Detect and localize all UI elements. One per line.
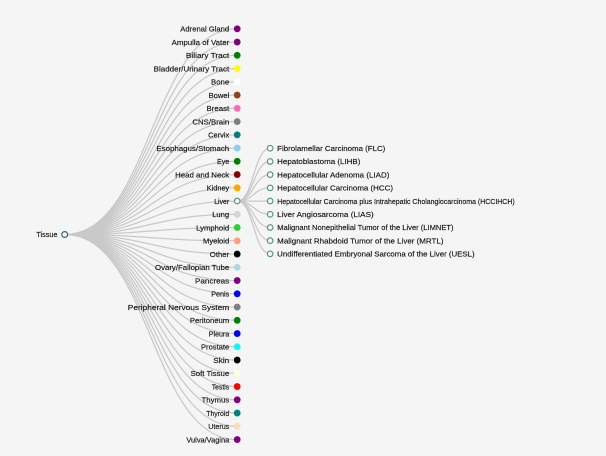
- svg-text:Eye: Eye: [217, 157, 229, 166]
- svg-text:Uterus: Uterus: [208, 422, 229, 431]
- svg-text:Thyroid: Thyroid: [206, 409, 229, 418]
- svg-text:Prostate: Prostate: [201, 343, 229, 352]
- svg-text:Malignant Rhabdoid Tumor of th: Malignant Rhabdoid Tumor of the Liver (M…: [277, 236, 444, 245]
- svg-text:Hepatocellular Adenoma (LIAD): Hepatocellular Adenoma (LIAD): [277, 170, 390, 179]
- svg-text:Other: Other: [210, 250, 230, 259]
- svg-text:Skin: Skin: [213, 356, 229, 365]
- svg-text:Lung: Lung: [212, 210, 229, 219]
- svg-text:Malignant Nonepithelial Tumor: Malignant Nonepithelial Tumor of the Liv…: [277, 223, 454, 232]
- svg-text:Bladder/Urinary Tract: Bladder/Urinary Tract: [154, 64, 230, 73]
- svg-text:Ampulla of Vater: Ampulla of Vater: [172, 38, 230, 47]
- svg-text:Tissue: Tissue: [36, 230, 57, 239]
- svg-text:Esophagus/Stomach: Esophagus/Stomach: [156, 144, 229, 153]
- svg-text:Kidney: Kidney: [207, 184, 230, 193]
- svg-text:Hepatocellular Carcinoma (HCC): Hepatocellular Carcinoma (HCC): [277, 184, 393, 193]
- svg-text:Undifferentiated Embryonal Sar: Undifferentiated Embryonal Sarcoma of th…: [277, 250, 475, 259]
- svg-text:Pancreas: Pancreas: [195, 276, 229, 285]
- svg-text:Adrenal Gland: Adrenal Gland: [180, 25, 229, 34]
- svg-text:Vulva/Vagina: Vulva/Vagina: [186, 435, 229, 444]
- svg-text:Hepatocellular Carcinoma plus: Hepatocellular Carcinoma plus Intrahepat…: [277, 197, 515, 206]
- svg-text:Liver: Liver: [214, 197, 229, 206]
- svg-text:Soft Tissue: Soft Tissue: [191, 369, 230, 378]
- svg-text:Bone: Bone: [211, 78, 229, 87]
- svg-text:Peripheral Nervous System: Peripheral Nervous System: [128, 303, 229, 312]
- svg-text:Fibrolamellar Carcinoma (FLC): Fibrolamellar Carcinoma (FLC): [277, 144, 386, 153]
- svg-text:Liver Angiosarcoma (LIAS): Liver Angiosarcoma (LIAS): [277, 210, 374, 219]
- svg-text:Bowel: Bowel: [209, 91, 230, 100]
- svg-text:Thymus: Thymus: [202, 396, 230, 405]
- svg-text:Penis: Penis: [211, 290, 229, 299]
- svg-text:CNS/Brain: CNS/Brain: [192, 117, 229, 126]
- svg-text:Myeloid: Myeloid: [203, 237, 229, 246]
- svg-text:Peritoneum: Peritoneum: [190, 316, 229, 325]
- svg-text:Testis: Testis: [212, 382, 230, 391]
- svg-text:Hepatoblastoma (LIHB): Hepatoblastoma (LIHB): [277, 157, 361, 166]
- svg-text:Breast: Breast: [207, 104, 231, 113]
- svg-text:Ovary/Fallopian Tube: Ovary/Fallopian Tube: [155, 263, 229, 272]
- svg-text:Biliary Tract: Biliary Tract: [186, 51, 230, 60]
- svg-text:Lymphoid: Lymphoid: [196, 223, 229, 232]
- svg-text:Pleura: Pleura: [209, 329, 230, 338]
- svg-text:Cervix: Cervix: [208, 131, 229, 140]
- svg-text:Head and Neck: Head and Neck: [175, 170, 229, 179]
